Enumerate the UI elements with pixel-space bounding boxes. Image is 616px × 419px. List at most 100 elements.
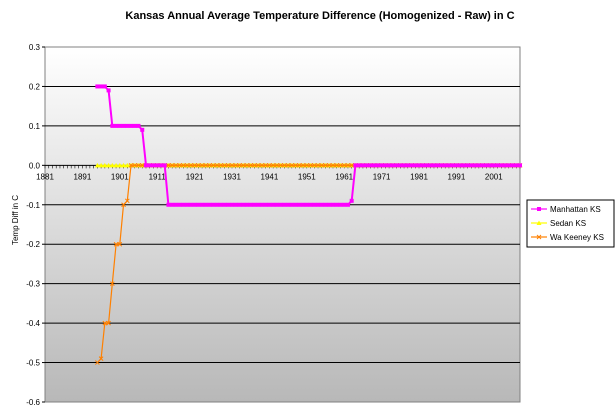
data-point (443, 163, 448, 168)
data-point (229, 162, 235, 168)
data-point (454, 163, 459, 168)
data-point (364, 163, 369, 168)
data-point (207, 162, 212, 168)
data-point (390, 163, 395, 168)
data-point (226, 202, 231, 207)
data-point (121, 162, 127, 168)
data-point (300, 162, 306, 168)
data-point (413, 163, 418, 168)
data-point (263, 162, 269, 168)
data-point (106, 162, 112, 168)
x-tick-label: 1891 (74, 172, 92, 181)
data-point (446, 163, 451, 168)
data-point (465, 163, 470, 168)
data-point (98, 162, 104, 168)
data-point (316, 202, 321, 207)
data-point (106, 88, 111, 93)
data-point (319, 162, 325, 168)
data-point (237, 202, 242, 207)
data-point (330, 162, 336, 168)
data-point (297, 202, 302, 207)
series-manhattan-ks (95, 84, 522, 207)
data-point (368, 163, 373, 168)
data-point (387, 163, 392, 168)
data-point (181, 162, 186, 168)
data-point (286, 202, 291, 207)
data-point (222, 202, 227, 207)
data-point (282, 202, 287, 207)
y-axis-label: Temp Diff in C (11, 195, 20, 245)
data-point (319, 202, 324, 207)
data-point (480, 163, 485, 168)
data-point (195, 162, 201, 168)
data-point (271, 202, 276, 207)
legend-marker (537, 207, 541, 211)
data-point (248, 202, 253, 207)
data-point (450, 163, 455, 168)
legend-item: Wa Keeney KS (531, 233, 604, 242)
data-point (113, 241, 119, 247)
data-point (117, 241, 123, 247)
data-point (435, 163, 440, 168)
legend-label: Wa Keeney KS (550, 233, 604, 242)
x-tick-label: 1881 (36, 172, 54, 181)
data-point (327, 202, 332, 207)
legend-label: Sedan KS (550, 219, 586, 228)
data-point (121, 123, 126, 128)
data-point (255, 162, 261, 168)
data-point (330, 202, 335, 207)
data-point (499, 163, 504, 168)
data-point (155, 163, 160, 168)
data-point (184, 162, 190, 168)
data-point (140, 127, 145, 132)
data-point (210, 162, 216, 168)
data-point (199, 162, 205, 168)
y-tick-label: -0.4 (26, 319, 40, 328)
data-point (109, 281, 115, 287)
legend-item: Manhattan KS (531, 205, 601, 214)
data-point (252, 162, 257, 168)
x-tick-label: 1931 (223, 172, 241, 181)
legend-marker (536, 234, 542, 240)
data-point (270, 162, 276, 168)
data-point (345, 162, 351, 168)
data-point (222, 162, 227, 168)
data-point (170, 202, 175, 207)
data-point (113, 162, 119, 168)
plot-area (44, 46, 521, 403)
data-point (431, 163, 436, 168)
data-point (166, 162, 171, 168)
data-point (128, 162, 134, 168)
data-point (458, 163, 463, 168)
data-point (166, 202, 171, 207)
y-tick-label: -0.5 (26, 359, 40, 368)
data-point (301, 202, 306, 207)
data-point (293, 202, 298, 207)
x-tick-label: 1911 (149, 172, 167, 181)
data-point (469, 163, 474, 168)
data-point (185, 202, 190, 207)
y-tick-label: 0.1 (29, 122, 41, 131)
series-layer (94, 84, 523, 365)
data-point (375, 163, 380, 168)
data-point (267, 162, 272, 168)
data-point (308, 162, 313, 168)
data-point (177, 202, 182, 207)
data-point (349, 198, 354, 203)
data-point (338, 202, 343, 207)
data-point (379, 163, 384, 168)
data-point (114, 123, 119, 128)
data-point (240, 162, 246, 168)
data-point (225, 162, 231, 168)
data-point (132, 162, 138, 168)
data-point (394, 163, 399, 168)
data-point (106, 320, 111, 326)
data-point (282, 162, 287, 168)
data-point (132, 123, 137, 128)
data-point (398, 163, 403, 168)
x-tick-label: 1981 (410, 172, 428, 181)
data-point (94, 162, 100, 168)
data-point (256, 202, 261, 207)
data-point (491, 163, 496, 168)
